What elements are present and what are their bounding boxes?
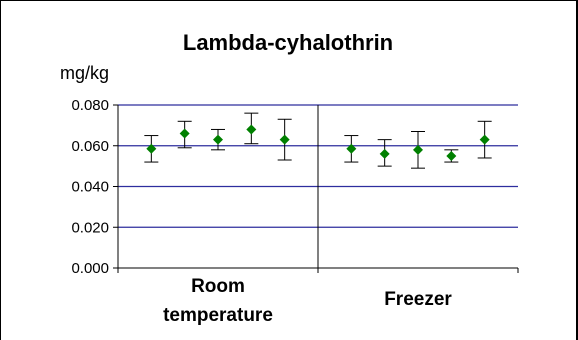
y-tick-label: 0.060: [71, 138, 109, 155]
data-point: [446, 150, 457, 161]
category-label: Freezer: [384, 289, 452, 310]
frame-right-border: [576, 0, 578, 340]
y-axis-unit-label: mg/kg: [60, 63, 109, 83]
data-point: [413, 144, 423, 155]
category-labels: Room temperature Freezer: [163, 276, 452, 326]
data-point: [379, 148, 390, 159]
axes: [113, 104, 519, 273]
data-point: [213, 134, 223, 145]
y-tick-label: 0.020: [71, 219, 109, 236]
data-point: [246, 124, 257, 135]
data-point: [479, 134, 490, 145]
y-tick-label: 0.040: [71, 179, 109, 196]
data-point: [146, 143, 157, 154]
category-label: temperature: [163, 305, 273, 326]
y-tick-labels: 0.000 0.020 0.040 0.060 0.080: [71, 97, 109, 277]
y-tick-label: 0.080: [71, 97, 109, 114]
frame-top-border: [0, 0, 578, 1]
data-point: [346, 143, 357, 154]
y-tick-label: 0.000: [71, 260, 109, 277]
data-points: [144, 112, 492, 169]
data-point: [179, 128, 190, 139]
category-label: Room: [191, 276, 245, 297]
chart-title: Lambda-cyhalothrin: [183, 30, 393, 55]
frame-left-border: [0, 0, 1, 340]
data-point: [279, 134, 290, 145]
